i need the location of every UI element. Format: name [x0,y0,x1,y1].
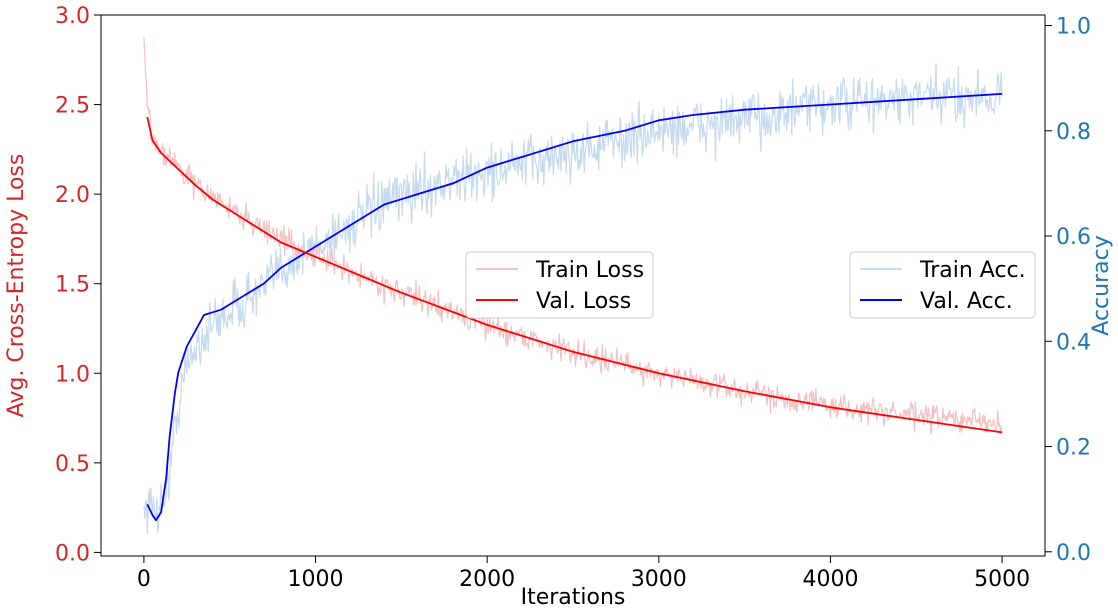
series-layer [143,37,1003,535]
y-right-axis-title: Accuracy [1089,235,1114,335]
legend-loss: Train Loss Val. Loss [465,251,654,319]
y-axis-left: 0.0 0.5 1.0 1.5 2.0 2.5 3.0 [55,4,101,566]
x-tick-label: 3000 [631,567,687,592]
legend-label-train-loss: Train Loss [535,258,644,283]
y-left-axis-title: Avg. Cross-Entropy Loss [4,154,29,418]
y-right-tick-label: 0.0 [1056,541,1091,566]
x-tick-label: 5000 [974,567,1030,592]
legend-acc: Train Acc. Val. Acc. [849,251,1036,319]
x-axis: 0 1000 2000 3000 4000 5000 [137,556,1030,592]
legend-label-val-acc: Val. Acc. [920,289,1013,314]
x-axis-title: Iterations [521,585,626,610]
x-tick-label: 1000 [288,567,344,592]
y-left-tick-label: 1.5 [55,273,90,298]
series-val-loss [146,116,1003,434]
y-left-tick-label: 3.0 [55,4,90,29]
y-left-tick-label: 2.5 [55,94,90,119]
y-left-tick-label: 1.0 [55,362,90,387]
legend-label-val-loss: Val. Loss [536,289,631,314]
y-right-tick-label: 1.0 [1056,15,1091,40]
y-left-tick-label: 0.5 [55,452,90,477]
x-tick-label: 0 [137,567,151,592]
series-val-acc [146,93,1003,522]
y-right-tick-label: 0.2 [1056,436,1091,461]
y-left-tick-label: 2.0 [55,183,90,208]
y-axis-right: 0.0 0.2 0.4 0.6 0.8 1.0 [1045,15,1091,566]
plot-area [100,14,1046,557]
y-left-tick-label: 0.0 [55,541,90,566]
y-right-tick-label: 0.6 [1056,225,1091,250]
legend-label-train-acc: Train Acc. [919,258,1026,283]
x-tick-label: 4000 [802,567,858,592]
series-train-acc [143,62,1003,535]
plot-frame [100,14,1046,557]
y-right-tick-label: 0.4 [1056,330,1091,355]
x-tick-label: 2000 [459,567,515,592]
y-right-tick-label: 0.8 [1056,120,1091,145]
